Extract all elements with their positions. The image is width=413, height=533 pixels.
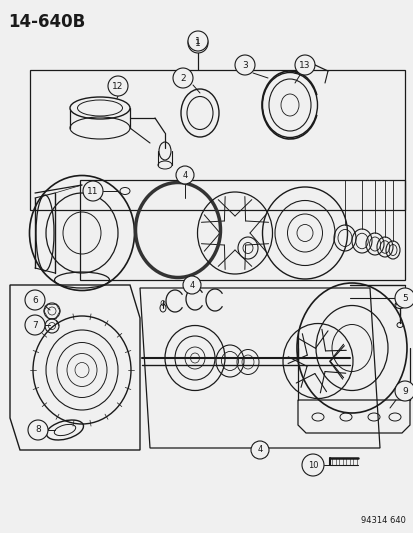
Text: 11: 11 xyxy=(87,187,99,196)
Text: 4: 4 xyxy=(182,171,187,180)
Text: 4: 4 xyxy=(257,446,262,455)
Text: 13: 13 xyxy=(299,61,310,69)
Text: 2: 2 xyxy=(180,74,185,83)
Circle shape xyxy=(28,420,48,440)
Circle shape xyxy=(188,31,207,51)
Circle shape xyxy=(301,454,323,476)
Text: 10: 10 xyxy=(307,461,318,470)
Circle shape xyxy=(294,55,314,75)
Text: 12: 12 xyxy=(112,82,123,91)
Circle shape xyxy=(394,381,413,401)
Text: 7: 7 xyxy=(32,320,38,329)
Circle shape xyxy=(250,441,268,459)
Text: 8: 8 xyxy=(35,425,41,434)
Circle shape xyxy=(83,181,103,201)
Circle shape xyxy=(25,315,45,335)
Circle shape xyxy=(108,76,128,96)
Text: 6: 6 xyxy=(32,295,38,304)
Circle shape xyxy=(173,68,192,88)
Text: 14-640B: 14-640B xyxy=(8,13,85,31)
Circle shape xyxy=(188,33,207,53)
Circle shape xyxy=(183,276,201,294)
Text: 9: 9 xyxy=(401,386,407,395)
Circle shape xyxy=(394,288,413,308)
Circle shape xyxy=(176,166,194,184)
Text: 1: 1 xyxy=(195,38,200,47)
Text: 5: 5 xyxy=(401,294,407,303)
Text: 4: 4 xyxy=(189,280,194,289)
Ellipse shape xyxy=(70,97,130,119)
Circle shape xyxy=(25,290,45,310)
Text: 94314 640: 94314 640 xyxy=(360,516,405,525)
Text: 1: 1 xyxy=(195,36,200,45)
Text: 3: 3 xyxy=(242,61,247,69)
Circle shape xyxy=(235,55,254,75)
